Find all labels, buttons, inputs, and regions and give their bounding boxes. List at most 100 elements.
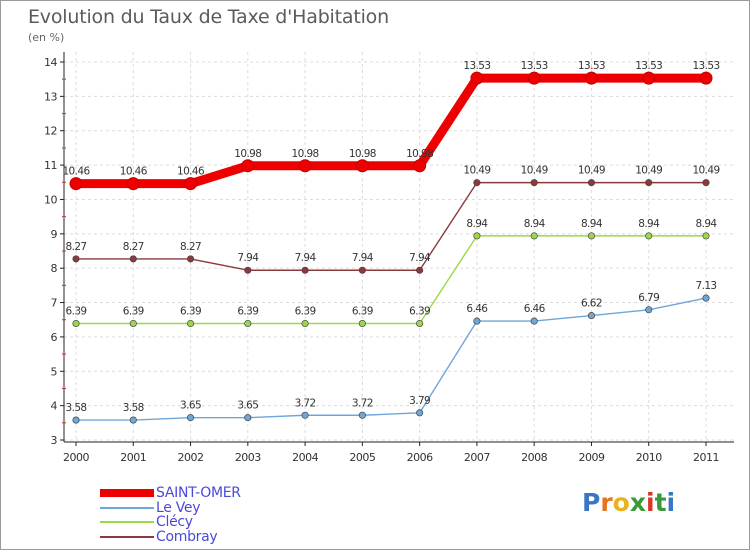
data-point [355, 159, 369, 173]
data-point [702, 179, 710, 187]
data-label: 7.94 [352, 252, 374, 264]
data-point [642, 71, 656, 85]
legend-swatch-le-vey [100, 506, 154, 509]
data-label: 6.39 [180, 306, 201, 318]
data-label: 10.98 [292, 148, 319, 160]
data-point [184, 177, 198, 191]
data-label: 6.46 [466, 303, 488, 315]
data-point [473, 317, 481, 325]
data-label: 10.49 [463, 165, 490, 177]
data-point [186, 255, 195, 263]
y-tick-label: 7 [51, 297, 58, 310]
data-label: 10.98 [349, 148, 376, 160]
legend-label-le-vey: Le Vey [156, 499, 201, 516]
data-label: 3.79 [409, 395, 430, 407]
x-tick-label: 2004 [292, 451, 318, 464]
logo-letter: t [654, 488, 667, 517]
data-point [702, 294, 710, 302]
legend-item-combray: Combray [100, 530, 241, 545]
data-label: 13.53 [635, 60, 662, 72]
y-tick-label: 11 [44, 159, 57, 172]
plot-area [64, 52, 734, 442]
data-point [413, 159, 427, 173]
data-point [587, 232, 596, 240]
series-line-combray [75, 181, 707, 271]
data-label: 8.27 [123, 241, 144, 253]
data-label: 3.65 [180, 400, 201, 412]
data-label: 6.39 [295, 306, 316, 318]
data-label: 3.58 [66, 402, 87, 414]
y-tick-label: 3 [51, 434, 58, 447]
grid-lines [64, 52, 734, 442]
data-label: 10.46 [120, 166, 148, 178]
x-tick-label: 2005 [349, 451, 375, 464]
data-point [584, 71, 598, 85]
data-point [587, 312, 596, 320]
series-line-le-vey [75, 297, 707, 421]
data-point [72, 319, 80, 328]
data-label: 10.49 [521, 165, 548, 177]
y-tick-label: 6 [51, 331, 58, 344]
data-point [416, 266, 424, 274]
data-label: 3.72 [295, 397, 316, 409]
data-label: 10.49 [578, 165, 605, 177]
data-label: 6.39 [237, 306, 258, 318]
y-tick-label: 12 [44, 125, 57, 138]
y-tick-label: 4 [51, 400, 58, 413]
data-label: 10.46 [62, 166, 90, 178]
data-point [530, 317, 538, 325]
data-label: 6.79 [638, 292, 659, 304]
proxiti-logo: Proxiti [582, 488, 675, 517]
legend-label-clecy: Clécy [156, 514, 193, 531]
data-point [69, 177, 83, 191]
legend-swatch-saint-omer [100, 489, 154, 498]
y-tick-label: 9 [51, 228, 58, 241]
data-point [244, 319, 252, 328]
data-point [72, 416, 80, 424]
logo-letter: r [600, 488, 613, 517]
data-point [241, 159, 255, 173]
logo-letter: x [629, 488, 646, 517]
data-label: 8.94 [524, 218, 546, 230]
data-point [473, 232, 481, 240]
x-tick-label: 2006 [407, 451, 433, 464]
logo-letter: o [612, 488, 630, 517]
data-label: 8.94 [696, 218, 718, 230]
data-point [530, 232, 538, 240]
data-point [645, 179, 653, 187]
data-label: 10.49 [635, 165, 662, 177]
data-point [358, 266, 366, 274]
y-tick-label: 13 [44, 90, 57, 103]
data-point [702, 232, 710, 240]
y-tick-label: 8 [51, 262, 58, 275]
data-label: 8.94 [466, 218, 488, 230]
data-label: 7.94 [237, 252, 259, 264]
data-label: 3.58 [123, 402, 144, 414]
data-point [527, 71, 541, 85]
data-point [186, 319, 195, 328]
chart-title: Evolution du Taux de Taxe d'Habitation [28, 6, 389, 28]
data-label: 3.65 [237, 400, 258, 412]
legend-item-saint-omer: SAINT-OMER [100, 486, 241, 501]
data-label: 7.94 [295, 252, 317, 264]
data-label: 13.53 [578, 60, 605, 72]
data-label: 6.62 [581, 298, 602, 310]
data-label: 7.94 [409, 252, 431, 264]
data-label: 7.13 [696, 280, 717, 292]
chart-legend: SAINT-OMER Le Vey Clécy Combray [100, 486, 241, 544]
data-point [186, 414, 195, 422]
data-point [416, 409, 424, 417]
data-label: 8.94 [638, 218, 660, 230]
data-point [587, 179, 596, 187]
x-tick-label: 2001 [120, 451, 146, 464]
series-combray [72, 179, 710, 274]
data-label: 13.53 [692, 60, 719, 72]
data-point [530, 179, 538, 187]
data-point [470, 71, 484, 85]
data-point [129, 319, 137, 328]
data-point [129, 255, 137, 263]
data-point [358, 411, 366, 419]
logo-letter: P [582, 488, 601, 517]
data-label: 10.49 [692, 165, 719, 177]
data-point [298, 159, 312, 173]
